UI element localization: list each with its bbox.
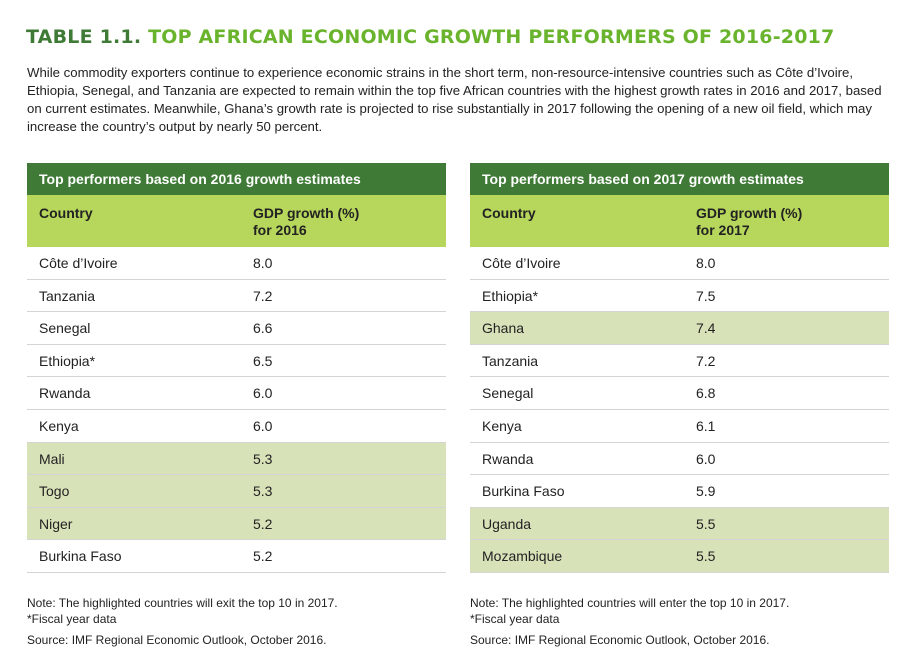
table-row: Ethiopia* 7.5 bbox=[470, 280, 889, 313]
country-cell: Burkina Faso bbox=[482, 483, 565, 500]
fiscal-note: *Fiscal year data bbox=[470, 612, 560, 626]
country-cell: Rwanda bbox=[482, 450, 534, 467]
table-header: Country GDP growth (%) for 2017 bbox=[470, 195, 889, 247]
gdp-cell: 7.2 bbox=[696, 352, 716, 369]
table-row: Rwanda 6.0 bbox=[27, 377, 446, 410]
gdp-cell: 7.5 bbox=[696, 287, 716, 304]
gdp-cell: 7.4 bbox=[696, 320, 716, 337]
note-text: Note: The highlighted countries will ent… bbox=[470, 596, 790, 610]
column-header-gdp-line2: for 2017 bbox=[696, 222, 750, 238]
country-cell: Ghana bbox=[482, 320, 525, 337]
gdp-cell: 5.9 bbox=[696, 483, 716, 500]
country-cell: Burkina Faso bbox=[39, 548, 122, 565]
table-row: Côte d’Ivoire 8.0 bbox=[27, 247, 446, 280]
gdp-cell: 6.6 bbox=[253, 320, 273, 337]
country-cell: Senegal bbox=[39, 320, 91, 337]
table-row: Tanzania 7.2 bbox=[470, 345, 889, 378]
gdp-cell: 5.2 bbox=[253, 548, 273, 565]
country-cell: Togo bbox=[39, 483, 70, 500]
gdp-cell: 5.2 bbox=[253, 515, 273, 532]
column-header-gdp: GDP growth (%) for 2017 bbox=[696, 195, 889, 247]
column-header-country: Country bbox=[39, 205, 93, 221]
country-cell: Ethiopia* bbox=[39, 352, 96, 369]
gdp-cell: 6.0 bbox=[253, 385, 273, 402]
gdp-cell: 5.5 bbox=[696, 548, 716, 565]
country-cell: Ethiopia* bbox=[482, 287, 539, 304]
gdp-cell: 6.0 bbox=[696, 450, 716, 467]
table-row: Kenya 6.1 bbox=[470, 410, 889, 443]
note-text: Note: The highlighted countries will exi… bbox=[27, 596, 338, 610]
notes-2016: Note: The highlighted countries will exi… bbox=[27, 595, 338, 648]
source-text: Source: IMF Regional Economic Outlook, O… bbox=[470, 633, 770, 647]
table-2017: Top performers based on 2017 growth esti… bbox=[470, 163, 889, 573]
country-cell: Rwanda bbox=[39, 385, 91, 402]
table-row: Mali 5.3 bbox=[27, 442, 446, 476]
gdp-cell: 5.5 bbox=[696, 515, 716, 532]
fiscal-note: *Fiscal year data bbox=[27, 612, 117, 626]
table-body: Côte d’Ivoire 8.0 Tanzania 7.2 Senegal 6.6 Eth… bbox=[27, 247, 446, 573]
table-row: Kenya 6.0 bbox=[27, 410, 446, 443]
table-number: TABLE 1.1. bbox=[26, 26, 142, 48]
table-row: Niger 5.2 bbox=[27, 507, 446, 541]
table-row: Tanzania 7.2 bbox=[27, 280, 446, 313]
country-cell: Senegal bbox=[482, 385, 534, 402]
country-cell: Côte d’Ivoire bbox=[482, 255, 561, 271]
table-caption: Top performers based on 2017 growth esti… bbox=[470, 163, 889, 195]
gdp-cell: 7.2 bbox=[253, 287, 273, 304]
gdp-cell: 6.0 bbox=[253, 417, 273, 434]
source-text: Source: IMF Regional Economic Outlook, O… bbox=[27, 633, 327, 647]
column-header-country: Country bbox=[482, 205, 536, 221]
table-row: Mozambique 5.5 bbox=[470, 540, 889, 573]
column-header-gdp-line2: for 2016 bbox=[253, 222, 307, 238]
column-header-gdp: GDP growth (%) for 2016 bbox=[253, 195, 446, 247]
column-header-gdp-line1: GDP growth (%) bbox=[253, 205, 360, 221]
table-caption: Top performers based on 2016 growth esti… bbox=[27, 163, 446, 195]
page-title: TABLE 1.1. TOP AFRICAN ECONOMIC GROWTH P… bbox=[26, 26, 834, 48]
table-row: Uganda 5.5 bbox=[470, 507, 889, 541]
country-cell: Niger bbox=[39, 515, 73, 532]
table-2016: Top performers based on 2016 growth esti… bbox=[27, 163, 446, 573]
table-row: Rwanda 6.0 bbox=[470, 443, 889, 476]
table-row: Côte d’Ivoire 8.0 bbox=[470, 247, 889, 280]
column-header-gdp-line1: GDP growth (%) bbox=[696, 205, 803, 221]
country-cell: Tanzania bbox=[39, 287, 96, 304]
gdp-cell: 8.0 bbox=[696, 255, 716, 271]
gdp-cell: 8.0 bbox=[253, 255, 273, 271]
table-row: Senegal 6.6 bbox=[27, 312, 446, 345]
gdp-cell: 6.8 bbox=[696, 385, 716, 402]
country-cell: Uganda bbox=[482, 515, 532, 532]
table-row: Ethiopia* 6.5 bbox=[27, 345, 446, 378]
country-cell: Kenya bbox=[39, 417, 79, 434]
notes-2017: Note: The highlighted countries will ent… bbox=[470, 595, 789, 648]
table-header: Country GDP growth (%) for 2016 bbox=[27, 195, 446, 247]
country-cell: Tanzania bbox=[482, 352, 539, 369]
country-cell: Côte d’Ivoire bbox=[39, 255, 118, 271]
table-body: Côte d’Ivoire 8.0 Ethiopia* 7.5 Ghana 7.4 Tanz… bbox=[470, 247, 889, 573]
table-row: Burkina Faso 5.2 bbox=[27, 540, 446, 573]
gdp-cell: 5.3 bbox=[253, 483, 273, 500]
table-title: TOP AFRICAN ECONOMIC GROWTH PERFORMERS O… bbox=[148, 26, 835, 48]
country-cell: Mali bbox=[39, 450, 65, 467]
table-row: Senegal 6.8 bbox=[470, 377, 889, 410]
table-row: Ghana 7.4 bbox=[470, 312, 889, 345]
gdp-cell: 5.3 bbox=[253, 450, 273, 467]
country-cell: Mozambique bbox=[482, 548, 563, 565]
country-cell: Kenya bbox=[482, 417, 522, 434]
table-row: Burkina Faso 5.9 bbox=[470, 475, 889, 508]
gdp-cell: 6.5 bbox=[253, 352, 273, 369]
table-row: Togo 5.3 bbox=[27, 475, 446, 508]
intro-paragraph: While commodity exporters continue to ex… bbox=[27, 65, 882, 134]
gdp-cell: 6.1 bbox=[696, 417, 716, 434]
